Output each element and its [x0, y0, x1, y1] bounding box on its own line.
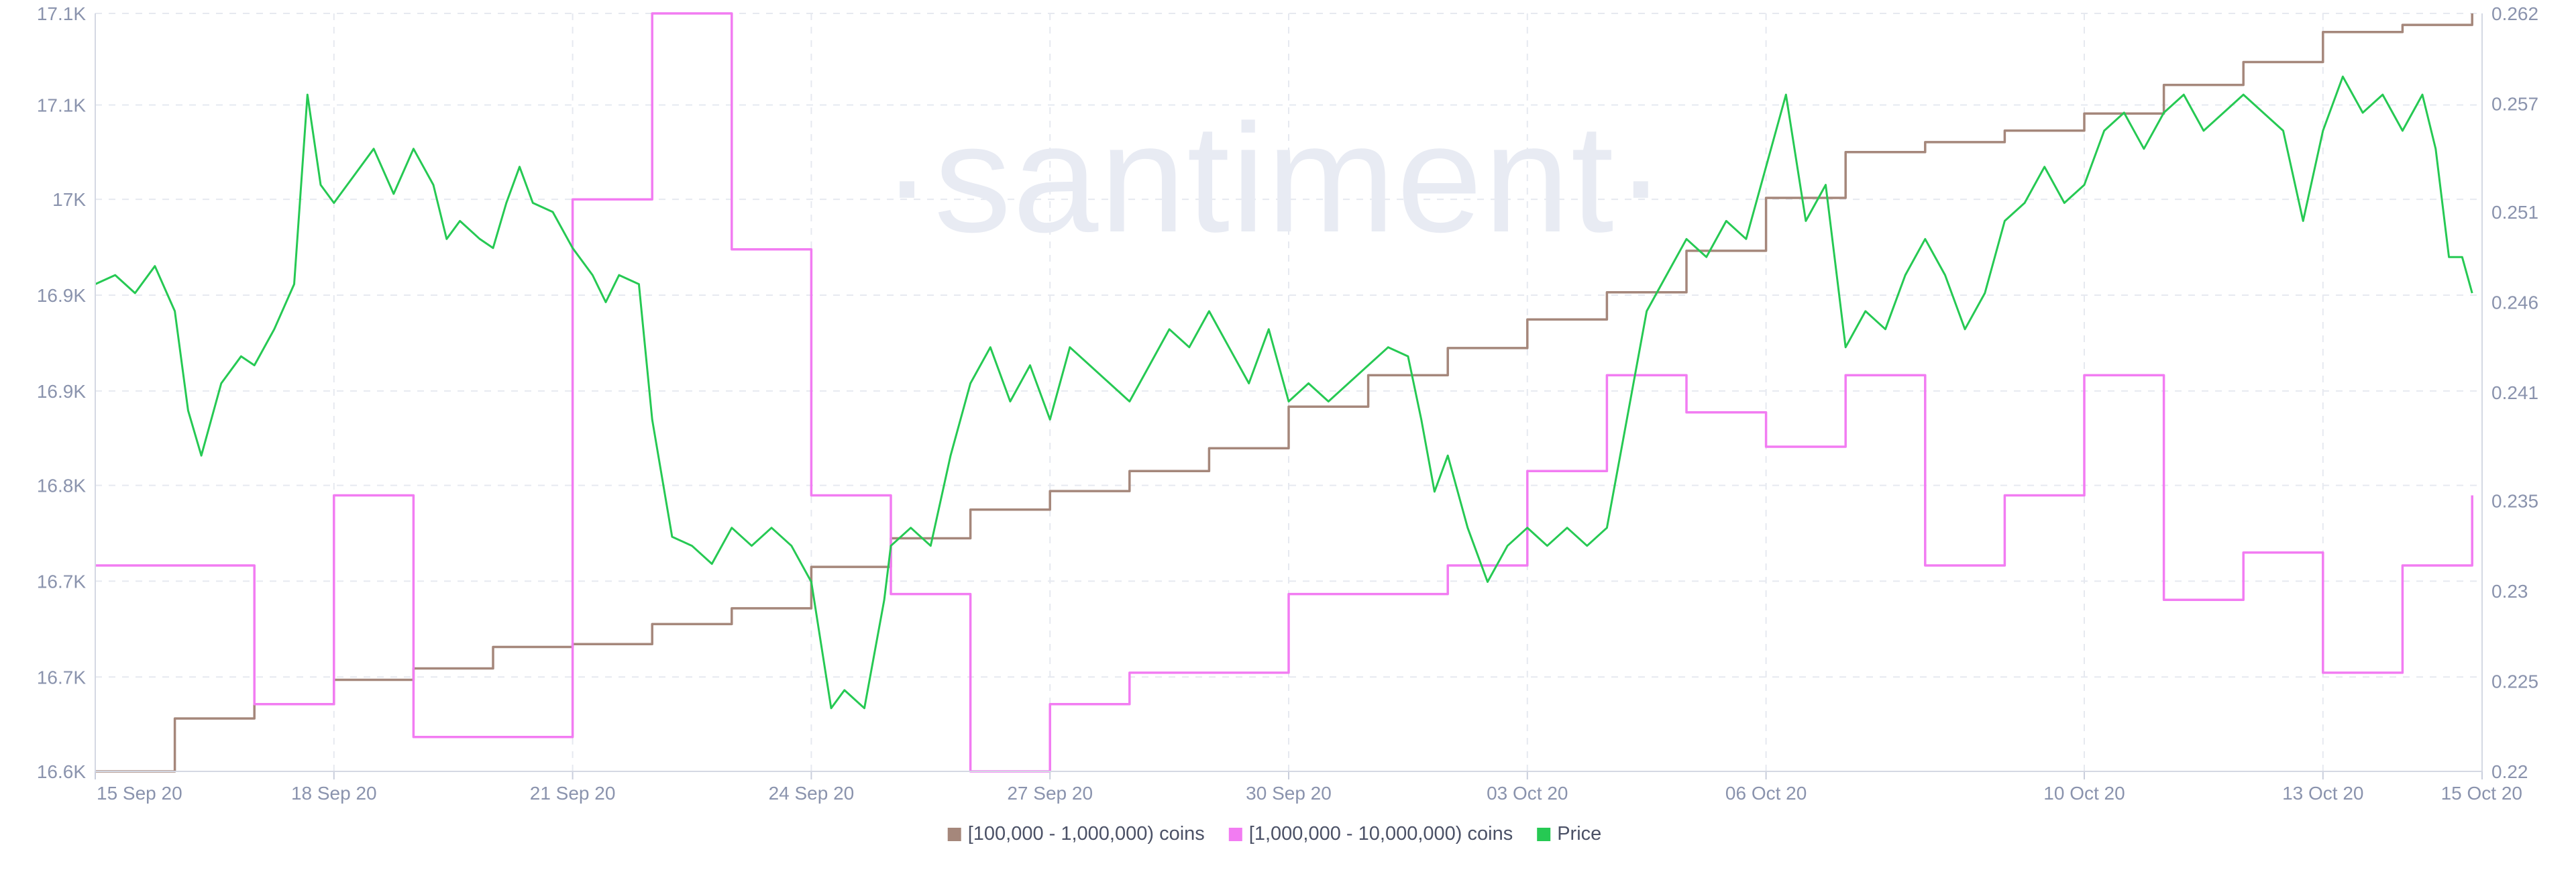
y-left-tick-label: 16.8K	[37, 476, 86, 496]
y-left-tick-label: 16.6K	[37, 761, 86, 782]
santiment-watermark: ·santiment·	[881, 92, 1668, 264]
legend: [100,000 - 1,000,000) coins [1,000,000 - …	[947, 823, 1601, 844]
right-axis: 0.22 0.225 0.23 0.235 0.241 0.246 0.251 0.257 0.…	[2481, 3, 2538, 782]
x-tick-label: 18 Sep 20	[291, 783, 377, 804]
y-left-tick-label: 17K	[52, 189, 86, 210]
y-right-tick-label: 0.262	[2491, 3, 2538, 24]
y-right-tick-label: 0.22	[2491, 761, 2528, 782]
legend-label-3: Price	[1557, 823, 1601, 844]
y-right-tick-label: 0.23	[2491, 581, 2528, 602]
left-axis: 16.6K 16.7K 16.7K 16.8K 16.9K 16.9K 17K 17.1K 17…	[37, 3, 96, 782]
x-tick-label: 06 Oct 20	[1725, 783, 1807, 804]
legend-swatch-1	[947, 828, 961, 841]
y-left-tick-label: 16.9K	[37, 285, 86, 306]
x-tick-label: 15 Sep 20	[97, 783, 182, 804]
y-right-tick-label: 0.235	[2491, 490, 2538, 511]
x-tick-label: 21 Sep 20	[530, 783, 616, 804]
series-line-3	[95, 75, 2473, 710]
x-tick-label: 30 Sep 20	[1246, 783, 1332, 804]
x-tick-label: 13 Oct 20	[2282, 783, 2363, 804]
y-right-tick-label: 0.225	[2491, 671, 2538, 692]
y-left-tick-label: 16.7K	[37, 571, 86, 592]
legend-label-1: [100,000 - 1,000,000) coins	[968, 823, 1205, 844]
series-layer	[95, 12, 2473, 773]
y-left-tick-label: 16.7K	[37, 667, 86, 688]
x-axis: 15 Sep 20 18 Sep 20 21 Sep 20 24 Sep 20 27 S…	[95, 771, 2522, 804]
legend-swatch-2	[1228, 828, 1242, 841]
y-left-tick-label: 16.9K	[37, 381, 86, 402]
x-tick-label: 03 Oct 20	[1487, 783, 1568, 804]
x-tick-label: 24 Sep 20	[769, 783, 855, 804]
legend-swatch-3	[1537, 828, 1551, 841]
legend-label-2: [1,000,000 - 10,000,000) coins	[1249, 823, 1513, 844]
y-left-tick-label: 17.1K	[37, 3, 86, 24]
series-line-2	[95, 12, 2473, 773]
x-tick-label: 27 Sep 20	[1007, 783, 1093, 804]
x-tick-label: 15 Oct 20	[2441, 783, 2522, 804]
series-line-1	[95, 13, 2473, 773]
y-right-tick-label: 0.251	[2491, 202, 2538, 223]
y-right-tick-label: 0.246	[2491, 292, 2538, 313]
y-right-tick-label: 0.257	[2491, 94, 2538, 115]
x-tick-label: 10 Oct 20	[2043, 783, 2125, 804]
y-right-tick-label: 0.241	[2491, 382, 2538, 403]
y-left-tick-label: 17.1K	[37, 95, 86, 115]
